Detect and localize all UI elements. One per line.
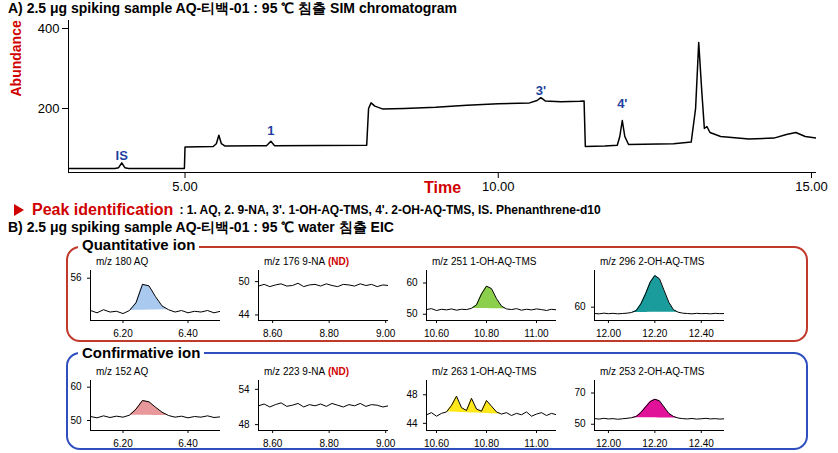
svg-text:15.00: 15.00 bbox=[795, 179, 828, 194]
svg-text:60: 60 bbox=[574, 301, 586, 312]
svg-text:200: 200 bbox=[38, 101, 60, 116]
html-text:Quantitative ion: Quantitative ion bbox=[82, 236, 196, 253]
svg-text:400: 400 bbox=[38, 21, 60, 36]
svg-text:11.00: 11.00 bbox=[524, 328, 549, 339]
svg-text:8.60: 8.60 bbox=[263, 328, 283, 339]
html-text:A) 2.5 μg spiking sample AQ-티백: A) 2.5 μg spiking sample AQ-티백-01 : 95 ℃… bbox=[8, 0, 457, 16]
svg-text:IS: IS bbox=[116, 148, 129, 163]
svg-text:9.00: 9.00 bbox=[376, 328, 396, 339]
html-text:m/z 251 1-OH-AQ-TMS: m/z 251 1-OH-AQ-TMS bbox=[432, 256, 537, 267]
svg-text:44: 44 bbox=[406, 418, 418, 429]
svg-text:10.80: 10.80 bbox=[474, 328, 499, 339]
svg-text:1: 1 bbox=[267, 123, 274, 138]
svg-text:10.60: 10.60 bbox=[424, 438, 449, 449]
html-text:m/z 223 9-NA (ND): m/z 223 9-NA (ND) bbox=[264, 366, 349, 377]
html-text:m/z 152 AQ: m/z 152 AQ bbox=[96, 366, 149, 377]
html-text:m/z 176 9-NA (ND): m/z 176 9-NA (ND) bbox=[264, 256, 349, 267]
html-text:m/z 296 2-OH-AQ-TMS: m/z 296 2-OH-AQ-TMS bbox=[600, 256, 705, 267]
html-text:Confirmative ion: Confirmative ion bbox=[82, 344, 201, 361]
html-text:B) 2.5 μg spiking sample AQ-티백: B) 2.5 μg spiking sample AQ-티백-01 : 95 ℃… bbox=[8, 219, 394, 235]
svg-text:70: 70 bbox=[574, 387, 586, 398]
html-text:m/z 263 1-OH-AQ-TMS: m/z 263 1-OH-AQ-TMS bbox=[432, 366, 537, 377]
svg-text:12.40: 12.40 bbox=[689, 328, 714, 339]
svg-text:9.00: 9.00 bbox=[376, 438, 396, 449]
svg-text:4': 4' bbox=[617, 96, 627, 111]
svg-text:56: 56 bbox=[70, 272, 82, 283]
svg-text:44: 44 bbox=[238, 309, 250, 320]
svg-text:12.20: 12.20 bbox=[642, 438, 667, 449]
svg-text:50: 50 bbox=[70, 415, 82, 426]
svg-text:12.00: 12.00 bbox=[596, 328, 621, 339]
svg-text:48: 48 bbox=[238, 419, 250, 430]
svg-text:10.60: 10.60 bbox=[424, 328, 449, 339]
svg-text:10.80: 10.80 bbox=[474, 438, 499, 449]
svg-text:12.00: 12.00 bbox=[596, 438, 621, 449]
svg-text:50: 50 bbox=[238, 276, 250, 287]
svg-text:60: 60 bbox=[406, 277, 418, 288]
svg-text:50: 50 bbox=[406, 308, 418, 319]
svg-text:54: 54 bbox=[238, 384, 250, 395]
svg-text:8.60: 8.60 bbox=[263, 438, 283, 449]
svg-text:10.00: 10.00 bbox=[482, 179, 515, 194]
svg-text:12.20: 12.20 bbox=[642, 328, 667, 339]
svg-text:8.80: 8.80 bbox=[319, 328, 339, 339]
svg-text:6.20: 6.20 bbox=[113, 328, 133, 339]
html-text:Peak identification : 1. AQ, 2: Peak identification : 1. AQ, 2. 9-NA, 3'… bbox=[32, 201, 601, 218]
svg-text:6.40: 6.40 bbox=[178, 328, 198, 339]
svg-text:Abundance: Abundance bbox=[8, 20, 24, 96]
svg-text:50: 50 bbox=[574, 418, 586, 429]
svg-text:5.00: 5.00 bbox=[172, 179, 197, 194]
svg-text:12.40: 12.40 bbox=[689, 438, 714, 449]
svg-text:48: 48 bbox=[406, 389, 418, 400]
svg-text:11.00: 11.00 bbox=[524, 438, 549, 449]
html-text:m/z 180 AQ: m/z 180 AQ bbox=[96, 256, 149, 267]
svg-text:3': 3' bbox=[536, 83, 546, 98]
svg-text:Time: Time bbox=[424, 179, 461, 196]
svg-text:6.40: 6.40 bbox=[178, 438, 198, 449]
svg-text:6.20: 6.20 bbox=[113, 438, 133, 449]
html-text:m/z 253 2-OH-AQ-TMS: m/z 253 2-OH-AQ-TMS bbox=[600, 366, 705, 377]
svg-text:8.80: 8.80 bbox=[319, 438, 339, 449]
svg-text:60: 60 bbox=[70, 381, 82, 392]
